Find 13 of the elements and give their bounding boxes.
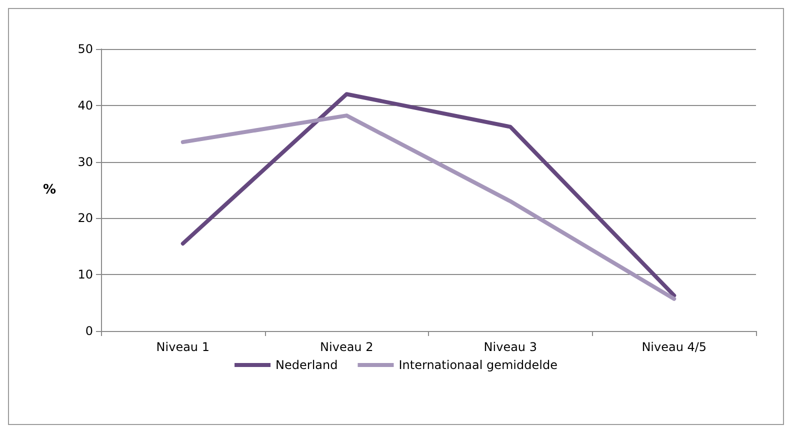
x-tick-label: Niveau 1	[156, 340, 210, 354]
y-tick-label: 50	[78, 42, 93, 56]
y-tick-label: 10	[78, 268, 93, 282]
x-tick-label: Niveau 4/5	[642, 340, 707, 354]
legend-label: Internationaal gemiddelde	[398, 358, 558, 372]
legend-label: Nederland	[276, 358, 338, 372]
y-tick-label: 20	[78, 211, 93, 226]
y-axis-title: %	[42, 182, 56, 198]
y-tick-label: 40	[78, 98, 93, 112]
x-tick-label: Niveau 2	[320, 340, 374, 354]
y-tick-label: 30	[78, 154, 93, 169]
x-tick-label: Niveau 3	[484, 340, 537, 354]
y-tick-label: 0	[85, 324, 93, 338]
